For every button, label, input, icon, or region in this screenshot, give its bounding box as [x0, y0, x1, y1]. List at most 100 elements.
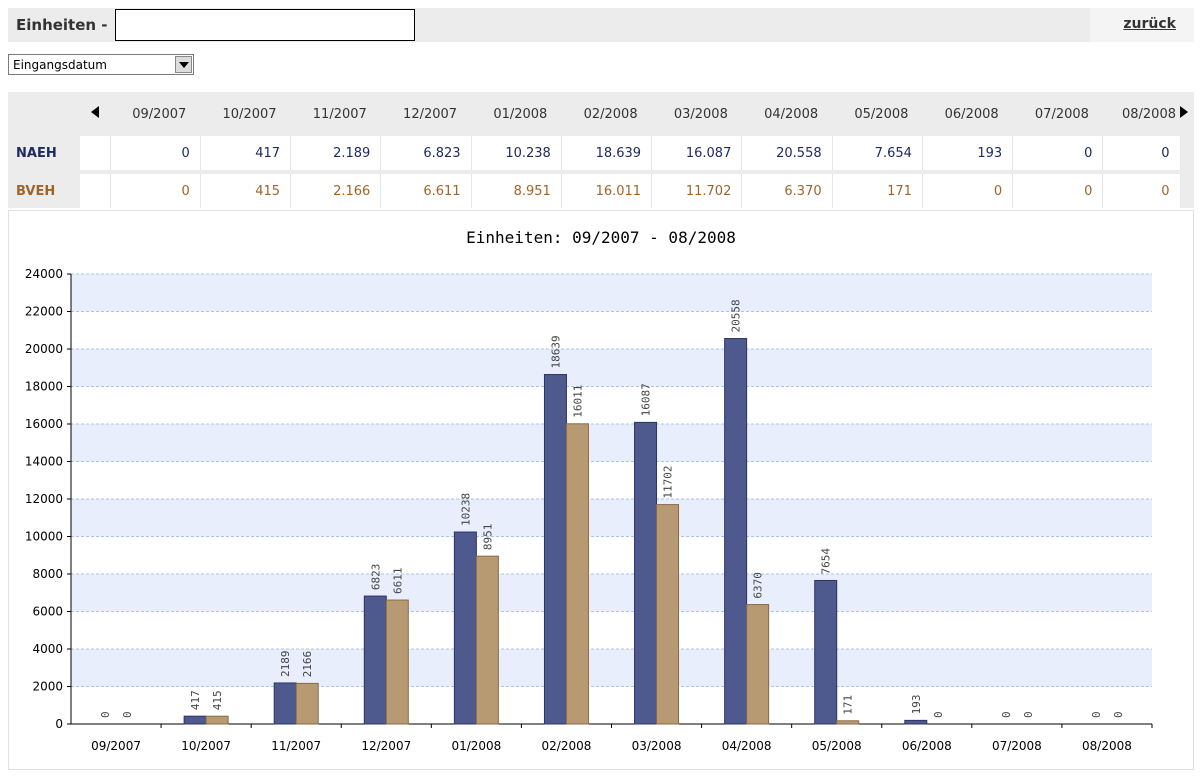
data-label: 10238: [459, 493, 472, 526]
back-link[interactable]: zurück: [1123, 16, 1176, 32]
x-tick-label: 01/2008: [451, 739, 501, 753]
table-cell: 417: [200, 136, 292, 172]
data-label: 6370: [752, 572, 765, 599]
data-label: 18639: [549, 335, 562, 368]
row-label: NAEH: [8, 136, 80, 172]
column-header: 02/2008: [583, 106, 638, 122]
spacer-cell: [80, 136, 111, 172]
y-tick-label: 0: [55, 717, 63, 731]
bar-bveh: [656, 504, 680, 725]
bar-bveh: [836, 720, 860, 725]
bar-naeh: [273, 682, 297, 725]
x-tick-label: 11/2007: [271, 739, 321, 753]
date-type-select[interactable]: Eingangsdatum: [8, 54, 194, 75]
y-tick-label: 14000: [25, 455, 63, 469]
y-tick-label: 2000: [32, 680, 63, 694]
column-header: 09/2007: [132, 106, 187, 122]
chart-title: Einheiten: 09/2007 - 08/2008: [466, 228, 736, 247]
y-tick-label: 24000: [25, 267, 63, 281]
grid-band: [71, 424, 1152, 462]
spacer-cell: [80, 170, 111, 208]
table-cell: 0: [1102, 170, 1181, 208]
column-header: 12/2007: [403, 106, 458, 122]
bar-naeh: [183, 715, 207, 725]
y-tick-label: 22000: [25, 305, 63, 319]
data-label: 0: [932, 711, 945, 718]
data-label: 0: [121, 711, 134, 718]
column-header: 01/2008: [493, 106, 548, 122]
arrow-left-icon[interactable]: [91, 106, 99, 118]
table-cell: 2.166: [290, 170, 382, 208]
x-tick-label: 07/2008: [992, 739, 1042, 753]
table-corner: [8, 92, 80, 136]
data-label: 417: [189, 690, 202, 710]
page-title: Einheiten -: [16, 16, 108, 34]
data-label: 2166: [301, 651, 314, 678]
column-header: 05/2008: [854, 106, 909, 122]
x-tick-label: 08/2008: [1082, 739, 1132, 753]
table-cell: 0: [1012, 170, 1104, 208]
column-header: 08/2008: [1121, 106, 1176, 122]
table-cell: 171: [832, 170, 923, 208]
table-cell: 18.639: [561, 136, 653, 172]
y-tick-label: 20000: [25, 342, 63, 356]
data-label: 2189: [279, 650, 292, 677]
table-cell: 6.611: [380, 170, 472, 208]
column-header: 06/2008: [944, 106, 999, 122]
spacer-cell: [1180, 170, 1194, 208]
bar-bveh: [205, 715, 229, 725]
table-cell: 8.951: [471, 170, 562, 208]
data-label: 415: [211, 690, 224, 710]
row-label: BVEH: [8, 170, 80, 208]
data-label: 6611: [391, 568, 404, 595]
table-cell: 10.238: [471, 136, 562, 172]
data-label: 193: [910, 695, 923, 715]
chart-panel: 0 2000 4000 6000 8000 10000 12000 14000 16000 180…: [8, 210, 1194, 770]
bar-naeh: [634, 421, 658, 725]
table-cell: 0: [110, 170, 201, 208]
column-header: 07/2008: [1034, 106, 1089, 122]
back-cell: zurück: [1090, 8, 1194, 42]
data-label: 0: [1022, 711, 1035, 718]
x-tick-label: 02/2008: [542, 739, 592, 753]
data-label: 8951: [481, 524, 494, 551]
y-tick-label: 18000: [25, 380, 63, 394]
x-tick-label: 06/2008: [902, 739, 952, 753]
arrow-right-icon[interactable]: [1180, 106, 1188, 118]
data-label: 7654: [820, 548, 833, 575]
y-tick-label: 4000: [32, 642, 63, 656]
bar-naeh: [814, 579, 838, 725]
data-label: 0: [1112, 711, 1125, 718]
grid-band: [71, 649, 1152, 687]
table-cell: 2.189: [290, 136, 382, 172]
data-label: 0: [1000, 711, 1013, 718]
table-cell: 20.558: [741, 136, 833, 172]
chevron-down-icon[interactable]: [175, 56, 192, 73]
bar-naeh: [453, 531, 477, 725]
table-cell: 16.011: [561, 170, 653, 208]
title-input[interactable]: [115, 9, 415, 41]
x-tick-label: 03/2008: [632, 739, 682, 753]
data-label: 171: [842, 695, 855, 715]
table-cell: 0: [922, 170, 1014, 208]
table-cell: 16.087: [651, 136, 743, 172]
bar-chart: 0 2000 4000 6000 8000 10000 12000 14000 16000 180…: [25, 228, 1153, 753]
x-tick-label: 09/2007: [91, 739, 141, 753]
spacer-cell: [1180, 136, 1194, 172]
y-tick-label: 12000: [25, 492, 63, 506]
column-header: 11/2007: [312, 106, 367, 122]
x-tick-label: 12/2007: [361, 739, 411, 753]
table-cell: 7.654: [832, 136, 923, 172]
table-cell: 415: [200, 170, 292, 208]
table-cell: 0: [110, 136, 201, 172]
table-cell: 0: [1102, 136, 1181, 172]
data-label: 0: [1090, 711, 1103, 718]
grid-band: [71, 574, 1152, 612]
y-tick-label: 10000: [25, 530, 63, 544]
x-tick-label: 05/2008: [812, 739, 862, 753]
header-bar: Einheiten - zurück: [8, 8, 1194, 42]
y-tick-label: 6000: [32, 605, 63, 619]
data-label: 20558: [730, 299, 743, 332]
grid-band: [71, 349, 1152, 387]
y-tick-label: 8000: [32, 567, 63, 581]
